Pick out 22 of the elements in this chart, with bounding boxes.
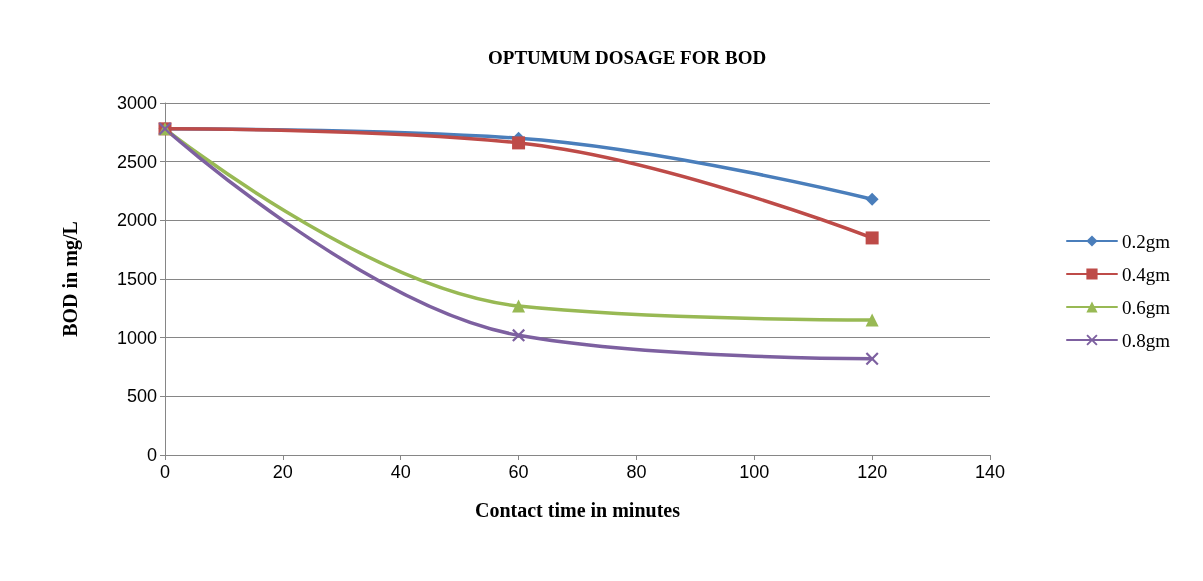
- x-tick-label: 80: [626, 462, 647, 482]
- x-tick-label: 20: [272, 462, 293, 482]
- x-tick-label: 40: [390, 462, 411, 482]
- y-tick-label: 2000: [116, 210, 157, 231]
- x-tick-label: 120: [857, 462, 888, 482]
- chart-title: OPTUMUM DOSAGE FOR BOD: [488, 47, 767, 68]
- x-tick-label: 100: [739, 462, 770, 482]
- y-tick-label: 2500: [116, 151, 157, 172]
- x-tick-label: 140: [974, 462, 1006, 482]
- y-tick-label: 500: [126, 386, 157, 407]
- y-axis-title: BOD in mg/L: [59, 221, 82, 337]
- y-tick-label: 0: [146, 445, 157, 465]
- y-tick-label: 1000: [116, 327, 157, 348]
- x-tick-label: 0: [159, 462, 171, 482]
- y-tick-label: 3000: [116, 93, 157, 113]
- x-axis-title: Contact time in minutes: [475, 499, 681, 521]
- legend-label: 0.6gm: [1121, 296, 1171, 318]
- legend-label: 0.2gm: [1121, 230, 1171, 252]
- legend-label: 0.8gm: [1121, 329, 1171, 351]
- x-tick-label: 60: [508, 462, 529, 482]
- legend-label: 0.4gm: [1121, 263, 1171, 285]
- y-tick-label: 1500: [116, 269, 157, 289]
